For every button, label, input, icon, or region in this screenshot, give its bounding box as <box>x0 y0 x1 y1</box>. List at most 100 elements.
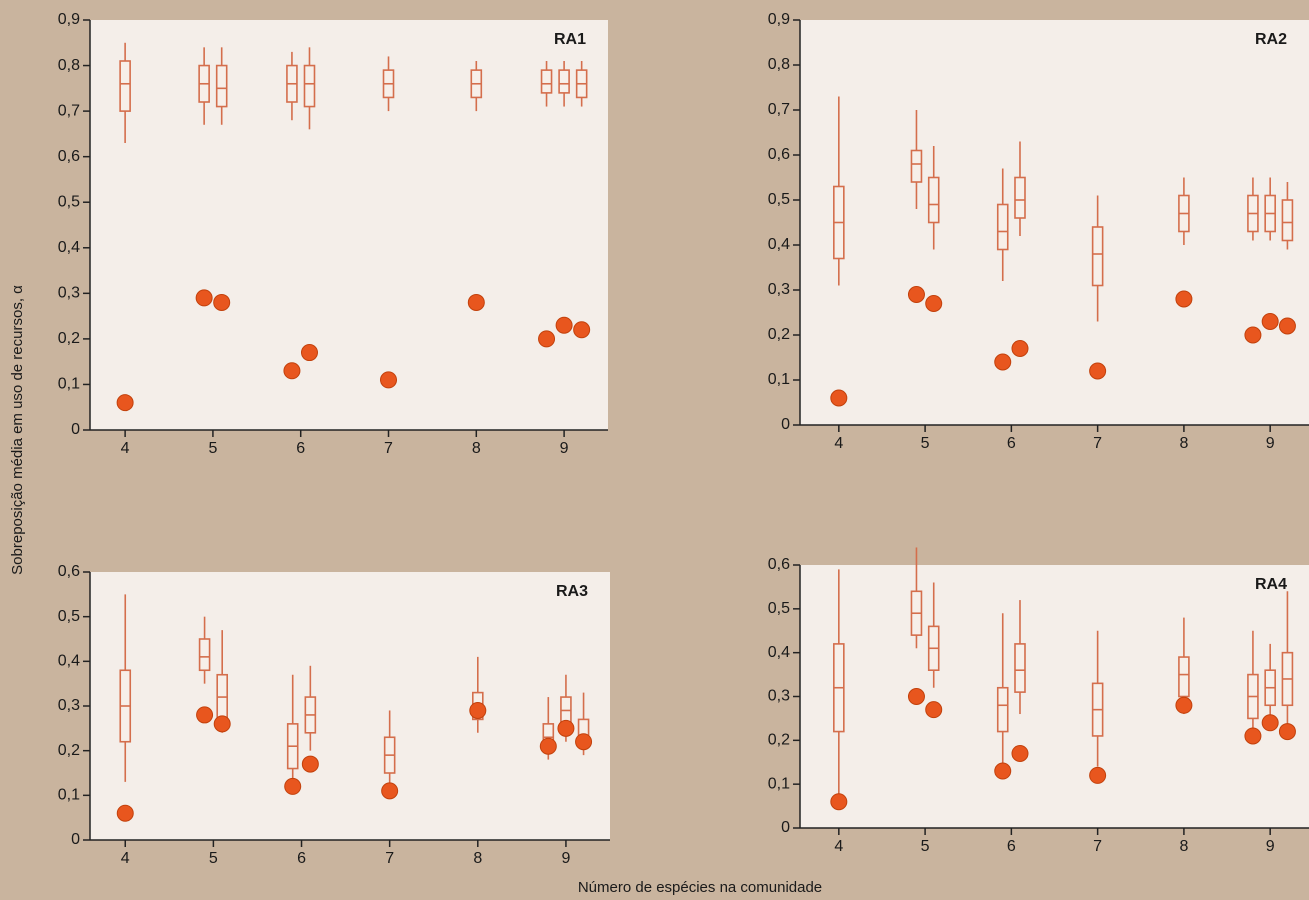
box <box>998 205 1008 250</box>
y-tick-label: 0,5 <box>58 608 80 625</box>
observed-point <box>576 734 592 750</box>
observed-point <box>831 794 847 810</box>
observed-point <box>1262 314 1278 330</box>
observed-point <box>1262 715 1278 731</box>
observed-point <box>831 390 847 406</box>
observed-point <box>1279 724 1295 740</box>
y-tick-label: 0,3 <box>768 281 790 298</box>
y-tick-label: 0,4 <box>768 236 790 253</box>
x-tick-label: 8 <box>472 440 481 457</box>
box <box>1015 178 1025 219</box>
y-tick-label: 0 <box>71 831 80 848</box>
panel-title: RA2 <box>1255 31 1287 48</box>
observed-point <box>285 778 301 794</box>
observed-point <box>470 702 486 718</box>
y-tick-label: 0,2 <box>768 326 790 343</box>
observed-point <box>302 756 318 772</box>
observed-point <box>214 294 230 310</box>
observed-point <box>556 317 572 333</box>
x-tick-label: 5 <box>921 838 930 855</box>
box <box>559 70 569 93</box>
y-tick-label: 0,2 <box>58 742 80 759</box>
y-tick-label: 0,5 <box>768 600 790 617</box>
x-tick-label: 9 <box>561 850 570 867</box>
y-tick-label: 0,4 <box>58 239 80 256</box>
observed-point <box>558 720 574 736</box>
x-tick-label: 7 <box>1093 838 1102 855</box>
x-tick-label: 4 <box>121 440 130 457</box>
panel-title: RA3 <box>556 583 588 600</box>
y-tick-label: 0 <box>71 421 80 438</box>
y-tick-label: 0,4 <box>58 653 80 670</box>
box <box>998 688 1008 732</box>
x-tick-label: 8 <box>473 850 482 867</box>
x-tick-label: 9 <box>1266 838 1275 855</box>
plot-area <box>90 572 610 840</box>
observed-point <box>926 296 942 312</box>
y-tick-label: 0 <box>781 819 790 836</box>
observed-point <box>1279 318 1295 334</box>
x-tick-label: 4 <box>834 435 843 452</box>
y-tick-label: 0,2 <box>768 732 790 749</box>
observed-point <box>468 294 484 310</box>
observed-point <box>196 290 212 306</box>
observed-point <box>995 354 1011 370</box>
y-tick-label: 0,7 <box>58 102 80 119</box>
x-tick-label: 6 <box>1007 838 1016 855</box>
observed-point <box>1012 745 1028 761</box>
y-tick-label: 0,2 <box>58 330 80 347</box>
x-tick-label: 5 <box>209 850 218 867</box>
y-tick-label: 0,8 <box>768 56 790 73</box>
observed-point <box>540 738 556 754</box>
observed-point <box>197 707 213 723</box>
x-axis-label: Número de espécies na comunidade <box>578 879 822 896</box>
x-tick-label: 7 <box>384 440 393 457</box>
box <box>1179 657 1189 696</box>
y-tick-label: 0,6 <box>768 146 790 163</box>
observed-point <box>1090 363 1106 379</box>
y-tick-label: 0,9 <box>768 11 790 28</box>
x-tick-label: 4 <box>834 838 843 855</box>
box <box>120 61 130 111</box>
box <box>929 178 939 223</box>
y-tick-label: 0,1 <box>768 371 790 388</box>
y-tick-label: 0,8 <box>58 57 80 74</box>
x-tick-label: 6 <box>296 440 305 457</box>
box <box>911 151 921 183</box>
box <box>217 66 227 107</box>
y-tick-label: 0,6 <box>58 148 80 165</box>
observed-point <box>926 702 942 718</box>
panel-title: RA4 <box>1255 576 1287 593</box>
panel-title: RA1 <box>554 31 586 48</box>
x-tick-label: 6 <box>1007 435 1016 452</box>
observed-point <box>574 322 590 338</box>
y-tick-label: 0,3 <box>58 697 80 714</box>
box <box>1015 644 1025 692</box>
y-tick-label: 0,9 <box>58 11 80 28</box>
y-tick-label: 0,1 <box>768 775 790 792</box>
observed-point <box>214 716 230 732</box>
x-tick-label: 6 <box>297 850 306 867</box>
box <box>304 66 314 107</box>
box <box>542 70 552 93</box>
observed-point <box>908 287 924 303</box>
x-tick-label: 4 <box>121 850 130 867</box>
plot-area <box>800 20 1309 425</box>
observed-point <box>1176 291 1192 307</box>
plot-area <box>800 565 1309 828</box>
x-tick-label: 5 <box>208 440 217 457</box>
y-tick-label: 0,6 <box>768 556 790 573</box>
observed-point <box>117 395 133 411</box>
observed-point <box>301 345 317 361</box>
box <box>200 639 210 670</box>
x-tick-label: 7 <box>1093 435 1102 452</box>
observed-point <box>284 363 300 379</box>
x-tick-label: 7 <box>385 850 394 867</box>
box <box>1093 227 1103 286</box>
page: {"figure": {"ylabel": "Sobreposição médi… <box>0 0 1309 900</box>
observed-point <box>539 331 555 347</box>
x-tick-label: 5 <box>921 435 930 452</box>
